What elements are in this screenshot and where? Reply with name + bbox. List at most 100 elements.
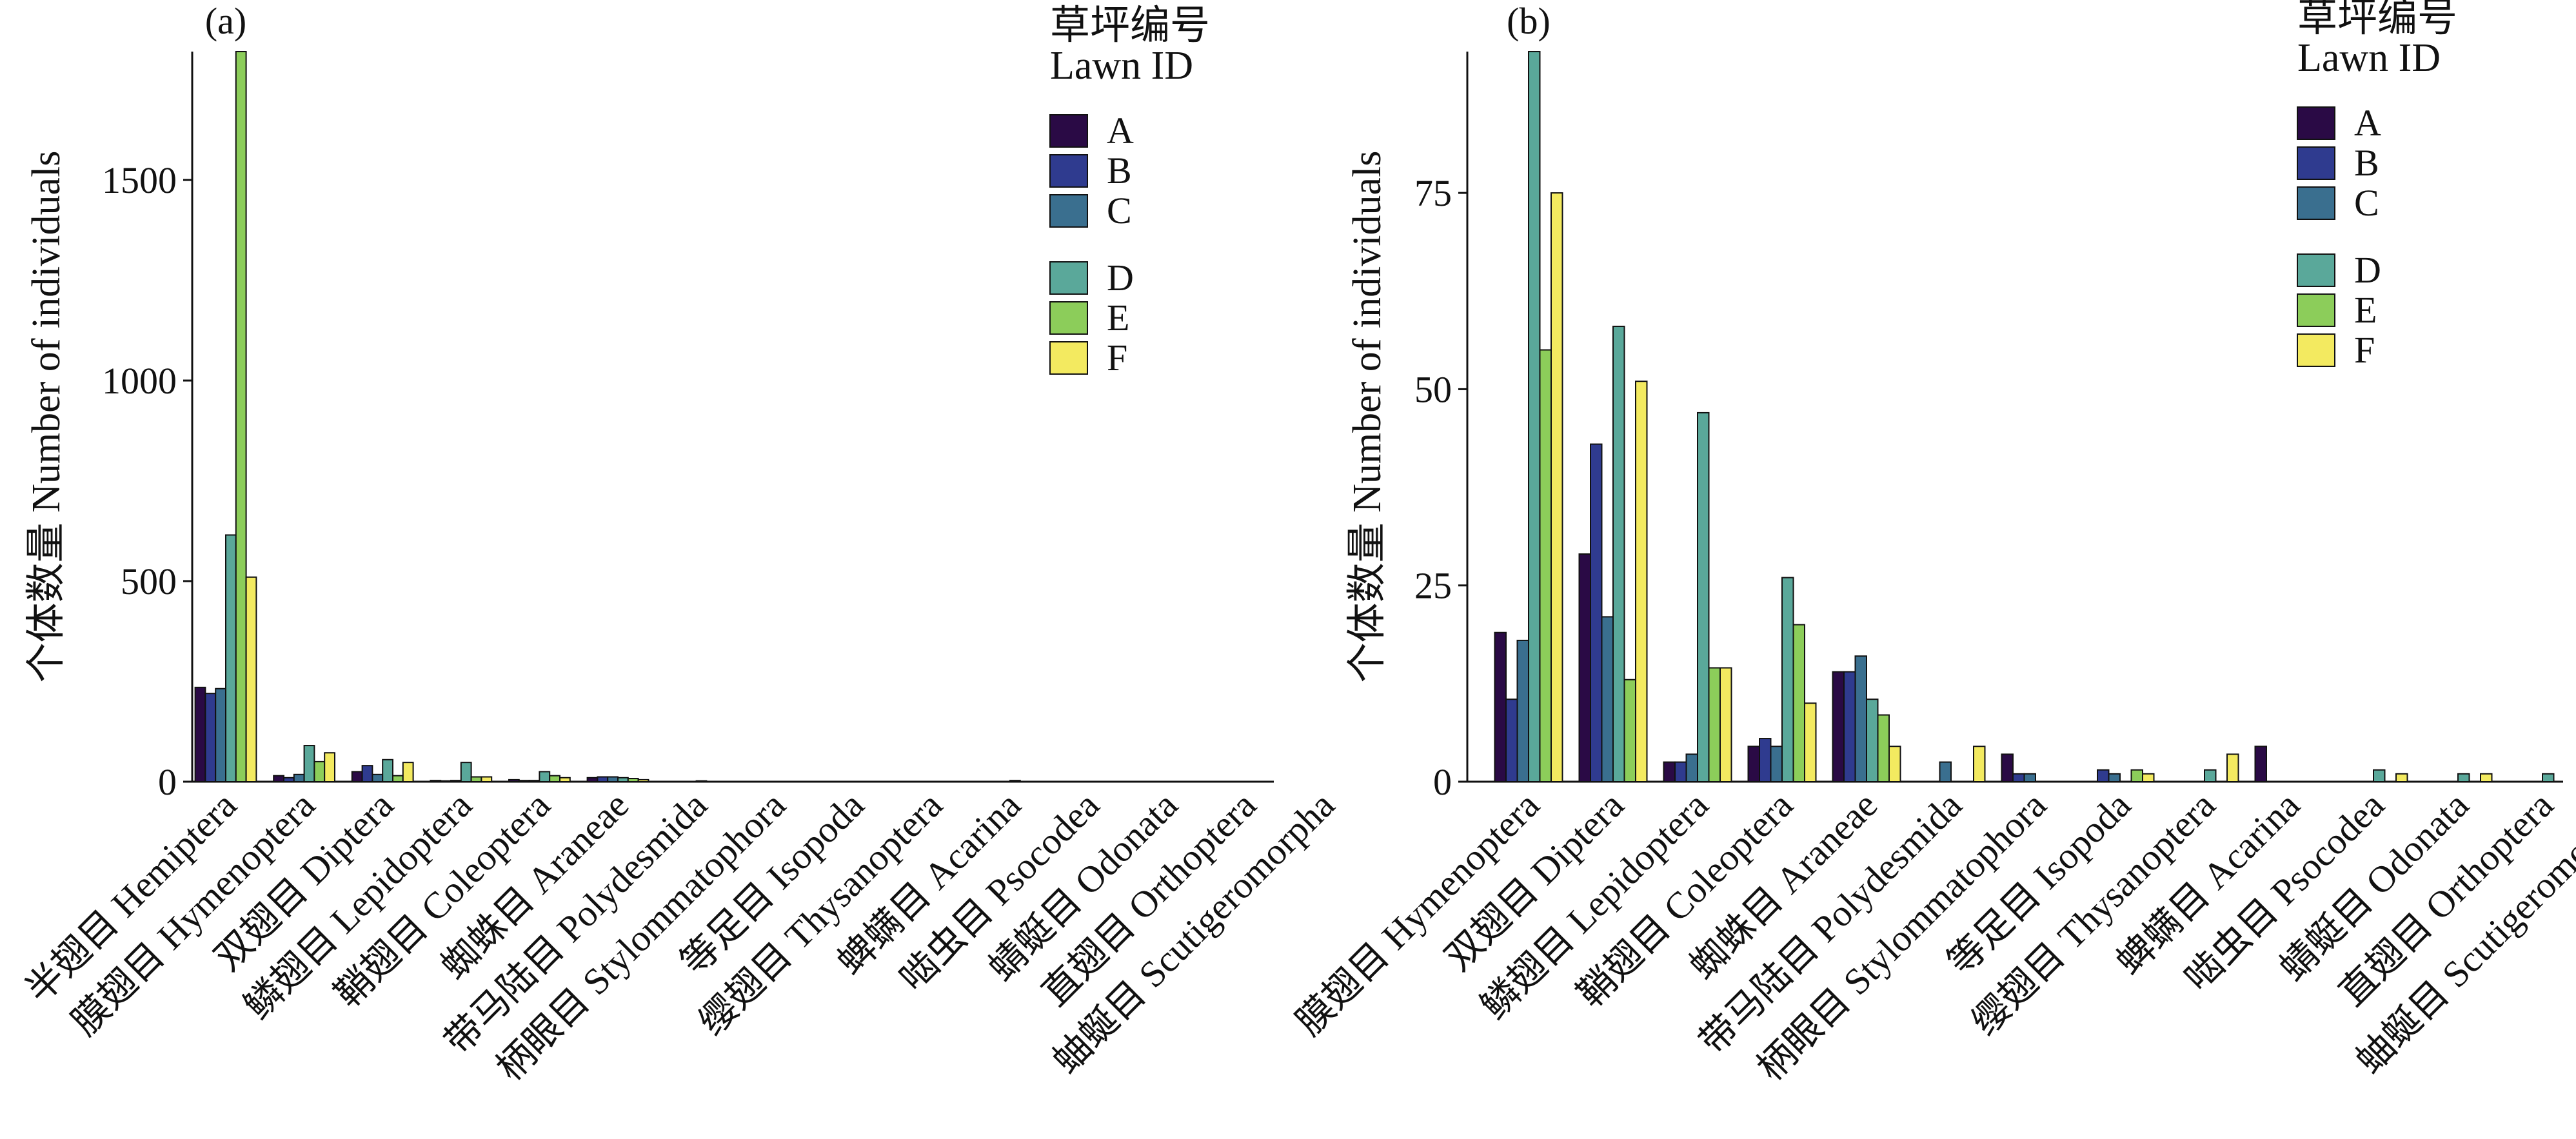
legend-title-en: Lawn ID [2297, 36, 2441, 80]
bar-a [1832, 671, 1845, 783]
bar-a [351, 771, 363, 783]
bar-f [1888, 746, 1901, 783]
bar-d [2542, 773, 2555, 783]
bar-a [1663, 761, 1676, 783]
bar-a [2254, 746, 2267, 783]
bar-f [481, 776, 493, 782]
bar-e [470, 776, 482, 782]
legend-title-en: Lawn ID [1050, 44, 1193, 88]
y-tick-label: 25 [1414, 565, 1452, 607]
panel-label: (a) [205, 0, 246, 42]
legend-swatch-c [2297, 186, 2335, 220]
y-tick-label: 50 [1414, 368, 1452, 410]
legend-swatch-e [2297, 293, 2335, 327]
bar-e [1792, 624, 1805, 782]
bar-b [1674, 761, 1687, 783]
bar-b [361, 765, 373, 782]
bar-c [215, 688, 227, 782]
legend-label-c: C [1107, 190, 1132, 232]
bar-a [273, 775, 285, 782]
legend-swatch-f [2297, 333, 2335, 367]
bar-f [559, 777, 571, 783]
bar-c [293, 773, 305, 783]
legend-label-d: D [1107, 257, 1134, 299]
bar-d [617, 777, 629, 783]
bar-b [1759, 738, 1772, 782]
bar-c [1939, 761, 1952, 783]
legend-title-zh: 草坪编号 [1050, 4, 1210, 48]
bar-b [2097, 769, 2110, 783]
bar-d [225, 534, 237, 782]
legend-label-b: B [2354, 142, 2379, 184]
bar-a [1747, 746, 1760, 783]
bar-b [440, 780, 452, 783]
bar-d [303, 745, 315, 782]
y-tick-label: 500 [121, 560, 177, 602]
bar-c [607, 776, 619, 782]
bar-d [1612, 326, 1625, 783]
bar-d [695, 780, 708, 783]
bar-c [1770, 746, 1783, 783]
bar-f [2480, 773, 2493, 783]
y-tick-label: 0 [1433, 761, 1452, 803]
legend-label-f: F [2354, 329, 2375, 371]
y-tick-label: 1500 [102, 159, 177, 201]
y-axis-label: 个体数量 Number of individuals [1345, 151, 1389, 683]
bar-d [1009, 780, 1021, 782]
legend-label-d: D [2354, 249, 2381, 291]
bar-e [549, 775, 561, 782]
legend-label-e: E [1107, 297, 1129, 339]
bar-b [1590, 443, 1603, 782]
panel-a-chart: 0 500 1000 1500 个体数量 Number of individuals (a… [17, 0, 1343, 1089]
bar-b [1505, 698, 1518, 783]
bar-d [2373, 769, 2386, 783]
y-axis-label: 个体数量 Number of individuals [25, 151, 68, 683]
bar-f [245, 576, 257, 782]
bar-f [2142, 773, 2155, 783]
bar-b [1843, 671, 1856, 783]
legend-swatch-c [1049, 194, 1088, 228]
bar-c [2023, 773, 2036, 783]
bar-a [194, 686, 206, 783]
legend-swatch-a [1049, 114, 1088, 148]
legend-swatch-d [1049, 261, 1088, 295]
legend-label-a: A [1107, 110, 1134, 152]
bar-e [1539, 349, 1552, 782]
bar-f [637, 778, 649, 783]
bar-d [382, 758, 394, 783]
legend-swatch-e [1049, 301, 1088, 335]
bar-f [1973, 746, 1986, 783]
bar-d [1781, 577, 1794, 782]
bar-e [2130, 769, 2143, 783]
legend-label-f: F [1107, 337, 1127, 379]
bar-f [402, 762, 414, 782]
bar-f [1635, 381, 1648, 782]
bar-a [1578, 553, 1591, 782]
bar-e [1623, 678, 1636, 782]
bar-a [430, 780, 442, 782]
bar-a [1494, 631, 1507, 783]
bar-b [518, 780, 530, 782]
bar-d [1528, 51, 1541, 782]
bar-e [313, 760, 326, 783]
legend-label-e: E [2354, 289, 2377, 331]
bar-e [235, 51, 247, 782]
y-tick-label: 75 [1414, 172, 1452, 214]
bar-c [528, 780, 540, 782]
bar-b [597, 776, 609, 782]
bar-d [460, 762, 472, 782]
bar-f [324, 752, 336, 782]
bar-e [1877, 714, 1890, 782]
bar-d [2204, 769, 2217, 783]
legend-swatch-b [1049, 154, 1088, 188]
bar-c [1601, 616, 1614, 782]
legend-swatch-b [2297, 146, 2335, 180]
bar-a [508, 778, 520, 783]
bar-c [1854, 655, 1867, 782]
bar-b [2012, 773, 2025, 783]
bar-c [450, 780, 462, 782]
legend-swatch-a [2297, 106, 2335, 140]
